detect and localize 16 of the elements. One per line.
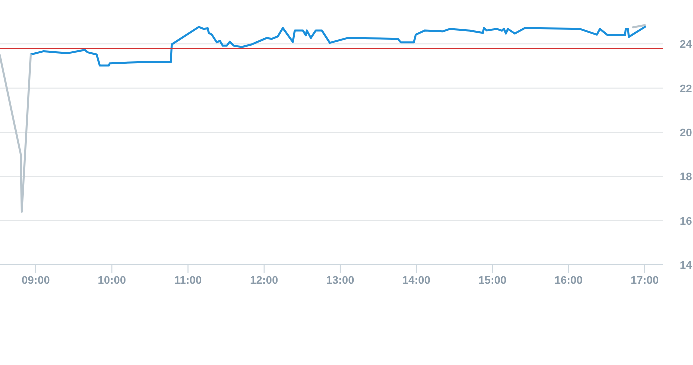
x-tick-label: 12:00 <box>250 275 278 287</box>
x-tick-label: 10:00 <box>98 275 126 287</box>
x-tick-label: 13:00 <box>326 275 355 287</box>
y-tick-label: 22 <box>680 83 692 96</box>
x-tick-label: 17:00 <box>630 275 660 287</box>
x-tick-label: 16:00 <box>554 275 583 287</box>
x-tick-label: 14:00 <box>402 275 431 287</box>
y-tick-label: 18 <box>680 172 692 184</box>
x-tick-label: 15:00 <box>478 275 507 287</box>
y-tick-label: 16 <box>680 216 692 228</box>
y-tick-label: 14 <box>680 260 693 272</box>
x-tick-label: 09:00 <box>22 275 50 287</box>
y-tick-label: 24 <box>680 39 693 52</box>
line-series <box>30 26 646 67</box>
x-tick-label: 11:00 <box>174 275 202 287</box>
y-tick-label: 20 <box>680 128 692 140</box>
